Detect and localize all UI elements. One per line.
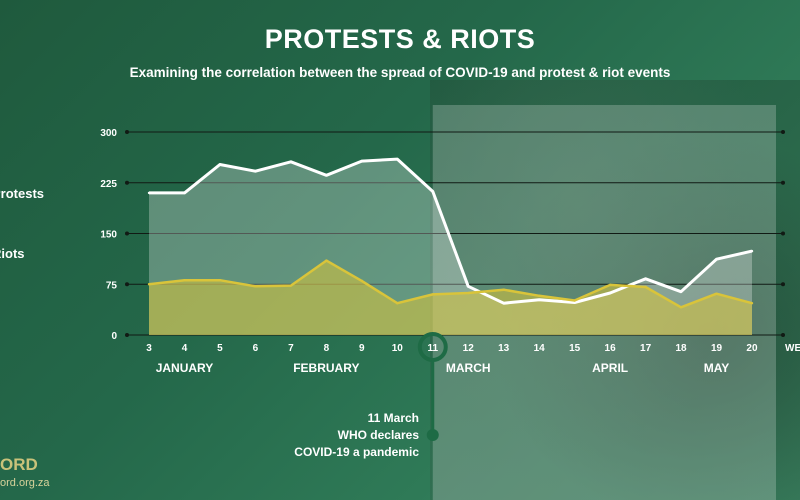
gridline-start-dot xyxy=(125,180,129,185)
data-point-riots xyxy=(254,285,257,288)
data-point-riots xyxy=(537,294,541,297)
x-tick-label: 15 xyxy=(569,343,581,354)
x-tick-label: 7 xyxy=(288,343,294,354)
data-point-riots xyxy=(218,278,222,282)
data-point-protests xyxy=(608,291,612,295)
data-point-riots xyxy=(147,283,151,286)
gridline-end-dot xyxy=(781,333,785,337)
data-point-riots xyxy=(183,278,186,282)
annotation-line: 11 March xyxy=(368,411,419,425)
gridline-start-dot xyxy=(125,282,129,287)
footer-url[interactable]: ord.org.za xyxy=(0,477,50,489)
x-tick-label: 9 xyxy=(359,343,365,354)
data-point-protests xyxy=(147,191,151,195)
x-tick-label: 16 xyxy=(605,343,617,354)
month-label: APRIL xyxy=(592,361,628,375)
x-tick-label: 17 xyxy=(640,343,652,354)
data-point-riots xyxy=(644,285,647,289)
y-tick-label: 300 xyxy=(100,128,117,139)
data-point-riots xyxy=(360,279,364,283)
y-tick-label: 225 xyxy=(100,179,117,190)
data-point-protests xyxy=(218,163,222,166)
data-point-riots xyxy=(502,288,505,291)
legend-riots: Riots xyxy=(0,246,25,261)
x-tick-label: 14 xyxy=(534,343,546,354)
chart-title: PROTESTS & RIOTS xyxy=(264,24,536,54)
x-tick-label: 11 xyxy=(427,343,438,354)
x-tick-label: 12 xyxy=(463,343,475,354)
x-tick-label: 6 xyxy=(253,343,259,354)
data-point-protests xyxy=(183,191,186,195)
data-point-protests xyxy=(360,159,364,163)
annotation-line: WHO declares xyxy=(338,428,420,442)
data-point-riots xyxy=(396,301,399,305)
chart-subtitle: Examining the correlation between the sp… xyxy=(129,65,671,80)
logo-text: ORD xyxy=(0,455,38,474)
month-label: MARCH xyxy=(446,361,491,375)
data-point-riots xyxy=(679,306,683,309)
x-tick-label: 18 xyxy=(675,343,687,354)
gridline-end-dot xyxy=(781,180,785,185)
data-point-riots xyxy=(608,283,612,287)
x-tick-label: 3 xyxy=(146,343,152,354)
data-point-riots xyxy=(467,291,470,295)
data-point-protests xyxy=(537,298,541,302)
x-tick-label: 20 xyxy=(746,343,758,354)
y-tick-label: 150 xyxy=(100,230,117,241)
series-line-protests xyxy=(149,157,753,305)
x-tick-label: 13 xyxy=(498,343,510,354)
data-point-protests xyxy=(750,249,754,253)
x-tick-label: 10 xyxy=(392,343,404,354)
data-point-protests xyxy=(715,258,718,261)
data-point-protests xyxy=(289,160,293,163)
x-tick-label: 5 xyxy=(217,343,223,354)
month-label: JANUARY xyxy=(156,361,214,375)
x-tick-label: 4 xyxy=(182,343,188,354)
month-label: MAY xyxy=(704,361,730,375)
series-area-riots xyxy=(149,260,752,335)
x-axis-label: WE xyxy=(785,343,800,354)
y-tick-label: 75 xyxy=(106,280,118,291)
data-point-protests xyxy=(254,170,257,173)
data-point-riots xyxy=(750,301,754,305)
x-tick-label: 8 xyxy=(324,343,330,354)
gridline-end-dot xyxy=(781,231,785,236)
legend-protests: Protests xyxy=(0,186,45,201)
gridline-end-dot xyxy=(781,130,785,134)
data-point-riots xyxy=(431,293,434,296)
series-line-riots xyxy=(148,259,753,309)
data-point-protests xyxy=(644,277,647,281)
data-point-riots xyxy=(573,299,576,302)
data-point-protests xyxy=(502,301,505,305)
data-point-protests xyxy=(679,290,683,293)
data-point-protests xyxy=(573,301,576,304)
gridline-start-dot xyxy=(125,333,129,337)
annotation-dot xyxy=(426,429,439,441)
month-label: FEBRUARY xyxy=(293,361,359,375)
data-point-riots xyxy=(289,284,293,287)
gridline-start-dot xyxy=(125,231,129,236)
gridline-end-dot xyxy=(781,282,785,287)
annotation-line: COVID-19 a pandemic xyxy=(294,445,419,459)
y-tick-label: 0 xyxy=(111,331,117,342)
data-point-protests xyxy=(467,285,470,288)
data-point-protests xyxy=(325,174,328,177)
x-tick-label: 19 xyxy=(711,343,723,354)
gridline-start-dot xyxy=(125,130,129,134)
data-point-riots xyxy=(715,292,718,295)
data-point-protests xyxy=(431,190,434,193)
data-point-riots xyxy=(325,259,328,262)
data-point-protests xyxy=(396,157,399,161)
